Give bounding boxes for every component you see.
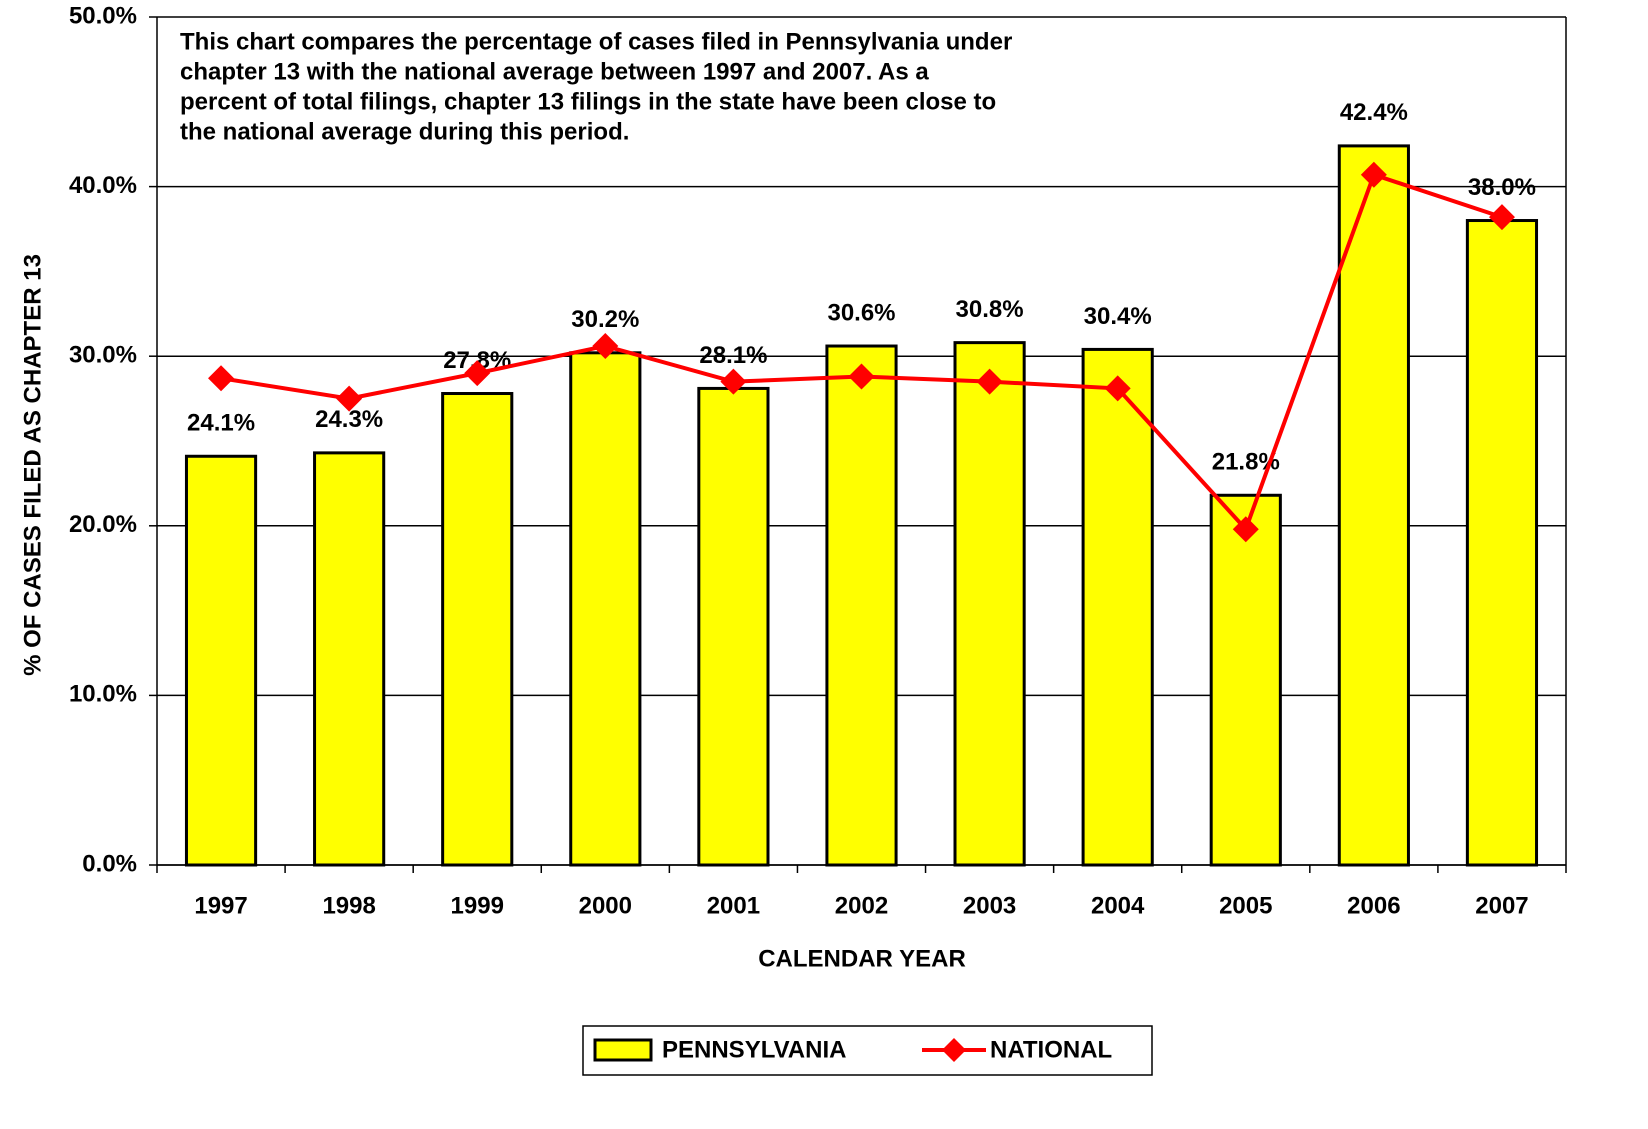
x-tick-label: 2000	[579, 892, 632, 919]
y-tick-label: 30.0%	[69, 342, 137, 369]
annotation: the national average during this period.	[180, 118, 629, 145]
x-tick-label: 2003	[963, 892, 1016, 919]
bar	[697, 386, 770, 867]
x-tick-label: 1998	[322, 892, 375, 919]
x-tick-label: 2005	[1219, 892, 1272, 919]
marker	[208, 365, 235, 392]
x-tick-label: 2006	[1347, 892, 1400, 919]
bar	[1209, 493, 1282, 867]
y-tick-label: 10.0%	[69, 681, 137, 708]
bar	[1081, 347, 1154, 867]
bar	[184, 454, 258, 867]
marker	[976, 368, 1003, 395]
bar	[1465, 219, 1539, 867]
marker	[336, 385, 363, 412]
legend-box	[582, 1025, 1153, 1076]
legend-label: PENNSYLVANIA	[662, 1036, 846, 1063]
bar	[569, 351, 642, 867]
x-axis-label: CALENDAR YEAR	[758, 945, 966, 972]
data-label: 30.4%	[1084, 303, 1152, 330]
bar	[1337, 144, 1410, 867]
legend-swatch	[593, 1038, 653, 1062]
marker	[1104, 375, 1131, 402]
x-tick-label: 2007	[1475, 892, 1528, 919]
x-tick-label: 1997	[194, 892, 247, 919]
annotation: This chart compares the percentage of ca…	[180, 28, 1012, 55]
marker	[592, 333, 619, 360]
x-tick-label: 2002	[835, 892, 888, 919]
bar	[441, 392, 514, 867]
marker	[720, 368, 747, 395]
marker	[1232, 516, 1259, 543]
annotation: percent of total filings, chapter 13 fil…	[180, 88, 996, 115]
y-tick-label: 0.0%	[82, 850, 137, 877]
legend-marker	[942, 1038, 966, 1062]
bar	[313, 451, 386, 867]
marker	[1360, 161, 1387, 188]
legend-label: NATIONAL	[990, 1036, 1112, 1063]
data-label: 24.1%	[187, 410, 255, 437]
x-tick-label: 1999	[451, 892, 504, 919]
bar	[953, 341, 1026, 867]
y-tick-label: 20.0%	[69, 511, 137, 538]
data-label: 30.2%	[571, 306, 639, 333]
marker	[1488, 204, 1515, 231]
marker	[464, 360, 491, 387]
data-label: 42.4%	[1340, 99, 1408, 126]
data-label: 30.6%	[827, 299, 895, 326]
x-tick-label: 2004	[1091, 892, 1145, 919]
y-axis-label: % OF CASES FILED AS CHAPTER 13	[19, 254, 46, 676]
bar	[825, 344, 898, 867]
data-label: 28.1%	[699, 342, 767, 369]
x-tick-label: 2001	[707, 892, 760, 919]
data-label: 38.0%	[1468, 174, 1536, 201]
y-tick-label: 50.0%	[69, 2, 137, 29]
y-tick-label: 40.0%	[69, 172, 137, 199]
annotation: chapter 13 with the national average bet…	[180, 58, 929, 85]
data-label: 30.8%	[956, 296, 1024, 323]
marker	[848, 363, 875, 390]
